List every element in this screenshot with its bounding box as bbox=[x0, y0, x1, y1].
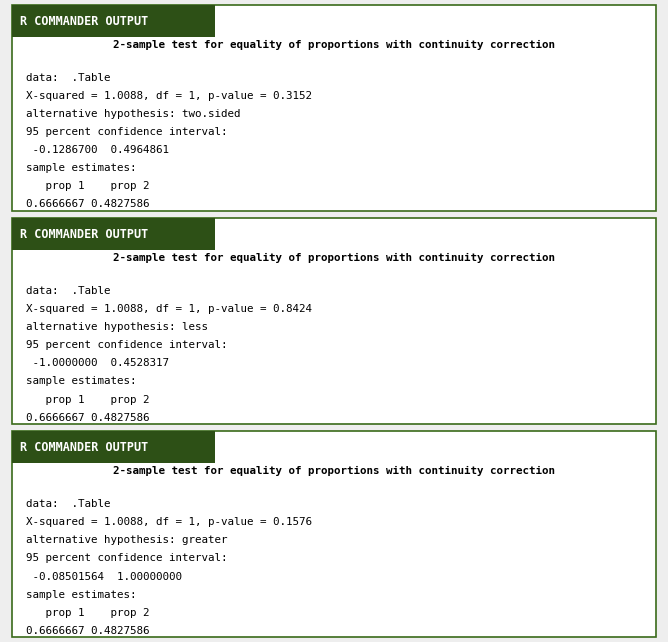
Text: -0.1286700  0.4964861: -0.1286700 0.4964861 bbox=[26, 145, 169, 155]
Text: alternative hypothesis: two.sided: alternative hypothesis: two.sided bbox=[26, 109, 240, 119]
Text: 0.6666667 0.4827586: 0.6666667 0.4827586 bbox=[26, 626, 150, 636]
Text: R COMMANDER OUTPUT: R COMMANDER OUTPUT bbox=[20, 441, 148, 454]
Text: X-squared = 1.0088, df = 1, p-value = 0.3152: X-squared = 1.0088, df = 1, p-value = 0.… bbox=[26, 91, 312, 101]
Text: data:  .Table: data: .Table bbox=[26, 499, 111, 509]
Text: X-squared = 1.0088, df = 1, p-value = 0.1576: X-squared = 1.0088, df = 1, p-value = 0.… bbox=[26, 517, 312, 527]
FancyBboxPatch shape bbox=[12, 218, 656, 424]
FancyBboxPatch shape bbox=[12, 431, 656, 637]
Text: 0.6666667 0.4827586: 0.6666667 0.4827586 bbox=[26, 413, 150, 422]
Text: 95 percent confidence interval:: 95 percent confidence interval: bbox=[26, 553, 228, 564]
Text: -1.0000000  0.4528317: -1.0000000 0.4528317 bbox=[26, 358, 169, 369]
Text: -0.08501564  1.00000000: -0.08501564 1.00000000 bbox=[26, 571, 182, 582]
FancyBboxPatch shape bbox=[12, 218, 215, 250]
Text: prop 1    prop 2: prop 1 prop 2 bbox=[26, 395, 150, 404]
Text: alternative hypothesis: less: alternative hypothesis: less bbox=[26, 322, 208, 332]
Text: R COMMANDER OUTPUT: R COMMANDER OUTPUT bbox=[20, 15, 148, 28]
Text: data:  .Table: data: .Table bbox=[26, 73, 111, 83]
FancyBboxPatch shape bbox=[12, 5, 215, 37]
Text: prop 1    prop 2: prop 1 prop 2 bbox=[26, 182, 150, 191]
Text: sample estimates:: sample estimates: bbox=[26, 589, 137, 600]
Text: 95 percent confidence interval:: 95 percent confidence interval: bbox=[26, 127, 228, 137]
Text: 2-sample test for equality of proportions with continuity correction: 2-sample test for equality of proportion… bbox=[113, 253, 555, 263]
Text: R COMMANDER OUTPUT: R COMMANDER OUTPUT bbox=[20, 228, 148, 241]
Text: 2-sample test for equality of proportions with continuity correction: 2-sample test for equality of proportion… bbox=[113, 40, 555, 50]
Text: sample estimates:: sample estimates: bbox=[26, 163, 137, 173]
Text: sample estimates:: sample estimates: bbox=[26, 376, 137, 386]
Text: 2-sample test for equality of proportions with continuity correction: 2-sample test for equality of proportion… bbox=[113, 466, 555, 476]
Text: 95 percent confidence interval:: 95 percent confidence interval: bbox=[26, 340, 228, 351]
Text: data:  .Table: data: .Table bbox=[26, 286, 111, 296]
FancyBboxPatch shape bbox=[12, 431, 215, 464]
FancyBboxPatch shape bbox=[12, 5, 656, 211]
Text: alternative hypothesis: greater: alternative hypothesis: greater bbox=[26, 535, 228, 545]
Text: prop 1    prop 2: prop 1 prop 2 bbox=[26, 608, 150, 618]
Text: X-squared = 1.0088, df = 1, p-value = 0.8424: X-squared = 1.0088, df = 1, p-value = 0.… bbox=[26, 304, 312, 314]
Text: 0.6666667 0.4827586: 0.6666667 0.4827586 bbox=[26, 200, 150, 209]
